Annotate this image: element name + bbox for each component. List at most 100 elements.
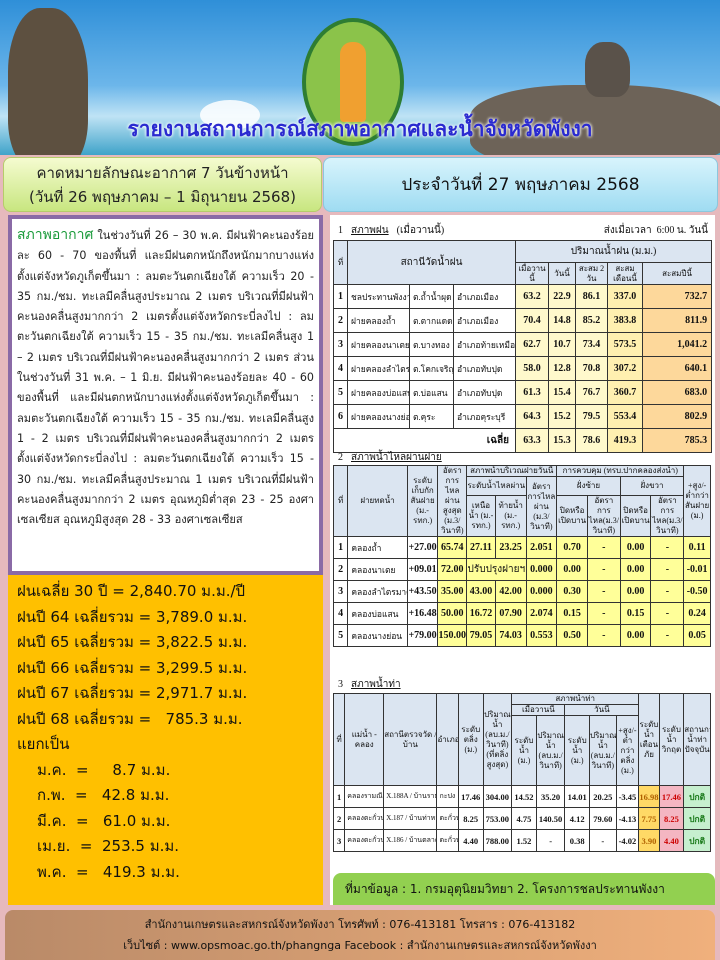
- footer-website[interactable]: เว็บไซต์ : www.opsmoac.go.th/phangnga Fa…: [123, 939, 597, 952]
- table-cell: ฝายคลองบ่อแสน: [347, 380, 410, 405]
- status-badge: ปกติ: [683, 807, 711, 830]
- column-header: สะสมปีนี้: [642, 262, 713, 285]
- column-header: วันนี้: [564, 704, 640, 716]
- column-header: ระดับน้ำวิกฤต: [658, 693, 685, 786]
- table-cell: 62.7: [515, 332, 550, 357]
- column-header: ปิดหรือเปิดบาน: [556, 495, 588, 537]
- table-cell: -: [650, 580, 685, 603]
- average-value: 785.3: [642, 428, 713, 453]
- column-header: สภาพน้ำท่า: [511, 693, 640, 705]
- table-cell: คลองตะกั่วป่า: [344, 807, 385, 830]
- table-cell: 0.00: [619, 558, 652, 581]
- average-value: 15.3: [548, 428, 577, 453]
- table-cell: 0.15: [556, 602, 588, 625]
- table-cell: 5: [332, 624, 349, 647]
- table-cell: -4.02: [615, 829, 640, 852]
- table-cell: 360.7: [607, 380, 644, 405]
- table-cell: 73.4: [575, 332, 609, 357]
- rainfall-line: ฝนปี 65 เฉลี่ยรวม = 3,822.5 ม.ม.: [17, 633, 248, 651]
- table-cell: +79.00: [406, 624, 439, 647]
- table-cell: ต.คุระ: [409, 404, 454, 429]
- column-header: การควบคุม (ทรบ.ปากคลองส่งน้ำ): [556, 465, 685, 477]
- table-cell: 4.40: [658, 829, 685, 852]
- rainfall-line: ฝนปี 67 เฉลี่ยรวม = 2,971.7 ม.ม.: [17, 684, 248, 702]
- column-header: อัตราการไหลผ่าน (ม.3/วินาที): [525, 476, 558, 537]
- table-cell: 4.75: [511, 807, 537, 830]
- table-cell: 3: [333, 332, 348, 357]
- table-cell: 74.03: [494, 624, 527, 647]
- column-header: สภาพน้ำบริเวณฝายวันนี้: [466, 465, 558, 477]
- table-cell: 16.72: [466, 602, 496, 625]
- table-cell: ต.บ่อแสน: [409, 380, 454, 405]
- table-cell: 43.00: [466, 580, 496, 603]
- average-label: เฉลี่ย: [332, 428, 517, 453]
- monthly-rainfall: พ.ค. = 419.3 ม.ม.: [37, 862, 180, 881]
- table-cell: 35.00: [437, 580, 468, 603]
- table-cell: 50.00: [437, 602, 468, 625]
- table-cell: 640.1: [642, 356, 713, 381]
- table-cell: 0.000: [525, 580, 558, 603]
- table-cell: 307.2: [607, 356, 644, 381]
- table-cell: 0.00: [556, 558, 588, 581]
- table-cell: 3: [332, 580, 349, 603]
- table-cell: ต.โคกเจริญ: [409, 356, 454, 381]
- table-cell: 58.0: [515, 356, 550, 381]
- column-header: ฝั่งขวา: [619, 476, 685, 496]
- table-cell: 8.25: [658, 807, 685, 830]
- table-cell: 4.12: [564, 807, 591, 830]
- table-cell: 07.90: [494, 602, 527, 625]
- ministry-logo: [302, 18, 404, 146]
- table-cell: คลองรามณีย์: [344, 785, 385, 808]
- table-cell: 0.30: [556, 580, 588, 603]
- table-cell: ตะกั่วป่า: [436, 807, 459, 830]
- table-cell: 15.2: [548, 404, 577, 429]
- table-cell: อำเภอทับปุด: [452, 380, 517, 405]
- monthly-rainfall: ก.พ. = 42.8 ม.ม.: [37, 786, 170, 804]
- column-header: ปริมาณน้ำ (ลบ.ม./วินาที): [535, 715, 566, 786]
- table-row: 1 คลองถ้ำ +27.00 65.74 27.11 23.25 2.051 0.70-0…: [332, 536, 711, 559]
- table-cell: ต.บางทอง: [409, 332, 454, 357]
- footer-phone: สำนักงานเกษตรและสหกรณ์จังหวัดพังงา โทรศั…: [144, 918, 576, 931]
- table-row: 4 คลองบ่อแสน +16.48 50.00 16.72 07.90 2.074 0.1…: [332, 602, 711, 625]
- table-cell: 2.074: [525, 602, 558, 625]
- header-banner: รายงานสถานการณ์สภาพอากาศและน้ำจังหวัดพัง…: [0, 0, 720, 155]
- table-cell: 2.051: [525, 536, 558, 559]
- table-cell: 14.8: [548, 308, 577, 333]
- column-header: สถานการณ์น้ำท่าปัจจุบัน: [683, 693, 711, 786]
- table-cell: 1: [332, 536, 349, 559]
- table-cell: ต.ถ้ำน้ำผุด: [409, 284, 454, 309]
- column-header: ระดับน้ำเตือนภัย: [638, 693, 660, 786]
- footer-contact: สำนักงานเกษตรและสหกรณ์จังหวัดพังงา โทรศั…: [5, 910, 715, 960]
- column-header: ที่: [333, 240, 348, 285]
- table-cell: -0.01: [683, 558, 711, 581]
- table-cell: ต.ตากแดด: [409, 308, 454, 333]
- table-cell: 1,041.2: [642, 332, 713, 357]
- table-cell: -: [589, 829, 617, 852]
- average-value: 78.6: [575, 428, 609, 453]
- table-cell: กะปง: [436, 785, 459, 808]
- column-header: สะสมเดือนนี้: [607, 262, 644, 285]
- table-cell: 27.11: [466, 536, 496, 559]
- table-cell: X.186 / บ้านตลาดเก่า: [383, 829, 438, 852]
- table-cell: ชลประทานพังงา: [347, 284, 410, 309]
- table-cell: อำเภอท้ายเหมือง: [452, 332, 517, 357]
- table-cell: 70.4: [515, 308, 550, 333]
- table1-caption: 1 สภาพฝน (เมื่อวานนี้) ส่งเมื่อเวลา 6:00 น…: [338, 225, 708, 236]
- column-header: เหนือน้ำ (ม.-รทก.): [466, 495, 496, 537]
- table3-caption: 3 สภาพน้ำท่า: [338, 679, 401, 690]
- table-cell: ฝายคลองนางย่อน: [347, 404, 410, 429]
- table-cell: 2: [332, 558, 349, 581]
- column-header: อัตราการไหล(ม.3/วินาที): [650, 495, 685, 537]
- table-cell: อำเภอเมือง: [452, 284, 517, 309]
- table-cell: +27.00: [406, 536, 439, 559]
- column-header: แม่น้ำ - คลอง: [344, 693, 385, 786]
- column-header: สะสม 2 วัน: [575, 262, 609, 285]
- table-cell: 63.2: [515, 284, 550, 309]
- column-header: อัตราการไหลผ่านสูงสุด (ม.3/วินาที): [437, 465, 468, 537]
- status-badge: ปกติ: [683, 829, 711, 852]
- weather-body: ในช่วงวันที่ 26 – 30 พ.ค. มีฝนฟ้าคะนองร้…: [17, 229, 314, 527]
- column-header: สถานีตรวจวัด / บ้าน: [383, 693, 438, 786]
- table-cell: 22.9: [548, 284, 577, 309]
